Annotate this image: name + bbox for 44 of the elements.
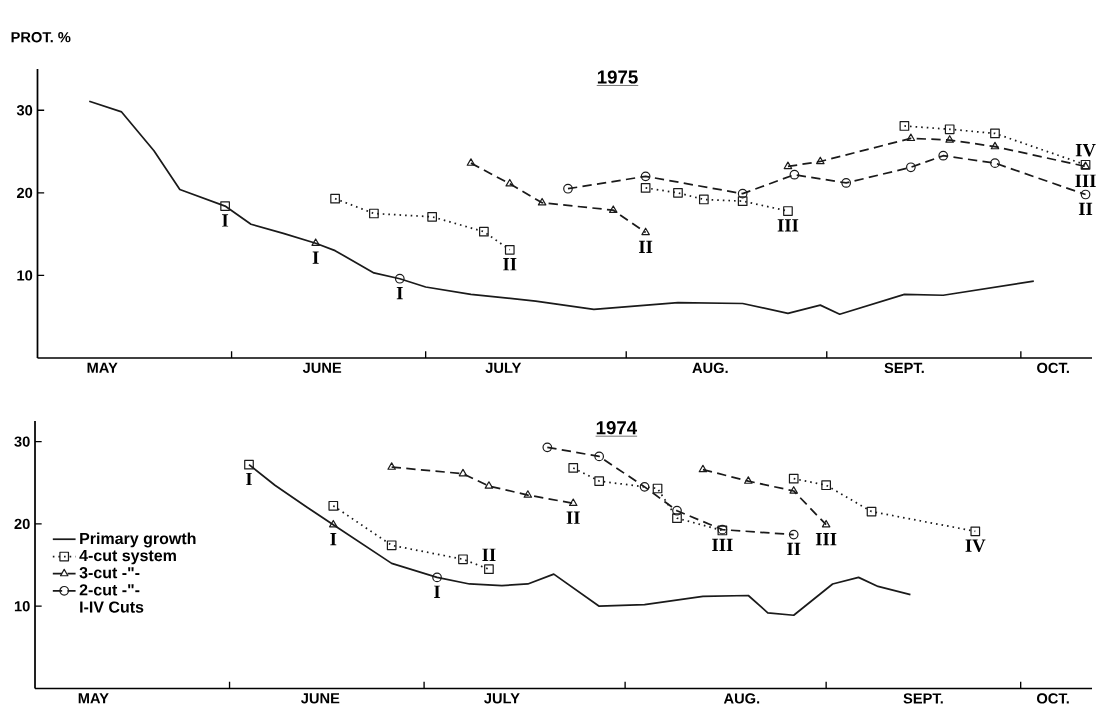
annotation: III xyxy=(815,532,837,546)
x-tick-label: OCT. xyxy=(1037,362,1069,374)
y-tick-label: 20 xyxy=(14,518,30,530)
y-tick-label: 30 xyxy=(14,436,30,447)
annotation: II xyxy=(482,548,496,561)
annotation: I xyxy=(396,286,403,300)
annotation: IV xyxy=(1075,144,1096,157)
legend-label: 3-cut -"- xyxy=(79,567,140,579)
annotation: I xyxy=(312,251,319,264)
annotation: I-IV Cuts xyxy=(80,601,144,613)
annotation: IV xyxy=(965,539,986,553)
annotation: I xyxy=(246,472,252,486)
x-tick-label: MAY xyxy=(78,693,109,704)
annotation: III xyxy=(1075,174,1096,187)
annotation: II xyxy=(503,258,517,271)
annotation: II xyxy=(638,240,653,253)
legend-label: 4-cut system xyxy=(79,550,176,565)
x-tick-label: JULY xyxy=(485,362,522,373)
x-tick-label: SEPT. xyxy=(884,362,924,374)
x-tick-label: MAY xyxy=(87,362,118,373)
x-tick-label: AUG. xyxy=(723,693,760,704)
x-tick-label: AUG. xyxy=(692,362,728,374)
legend-label: 2-cut -"- xyxy=(79,584,140,596)
annotation: I xyxy=(222,214,229,227)
x-tick-label: SEPT. xyxy=(903,693,943,704)
annotation: III xyxy=(712,538,733,551)
x-tick-label: JUNE xyxy=(302,362,342,373)
y-axis-title: PROT. % xyxy=(11,32,71,43)
chart-title: 1974 xyxy=(596,421,638,435)
y-tick-label: 10 xyxy=(14,601,30,612)
x-tick-label: OCT. xyxy=(1037,693,1069,704)
y-tick-label: 10 xyxy=(17,270,33,281)
x-tick-label: JULY xyxy=(484,693,520,704)
y-tick-label: 20 xyxy=(16,187,33,199)
legend-label: Primary growth xyxy=(80,532,196,548)
annotation: II xyxy=(566,511,580,524)
annotation: III xyxy=(777,219,799,232)
annotation: II xyxy=(787,542,801,556)
chart-title: 1975 xyxy=(597,70,638,84)
annotation: II xyxy=(1078,202,1093,215)
x-tick-label: JUNE xyxy=(301,693,340,704)
annotation: I xyxy=(434,585,441,598)
y-tick-label: 30 xyxy=(16,105,33,116)
annotation: I xyxy=(330,532,337,546)
